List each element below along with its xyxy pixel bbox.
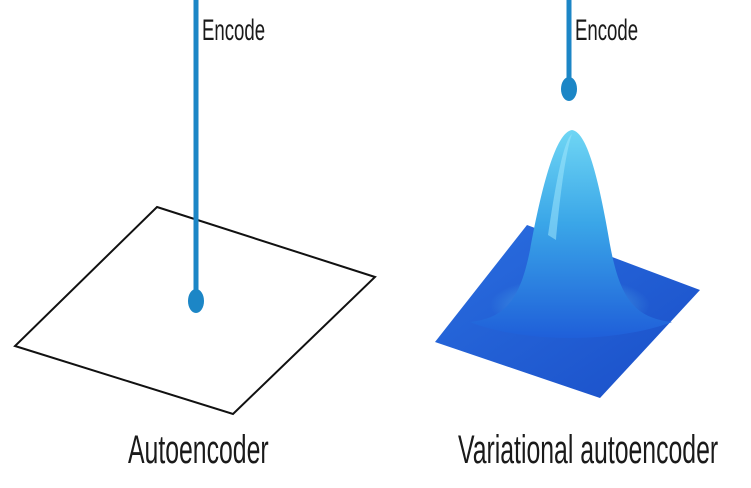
autoencoder-caption: Autoencoder	[128, 428, 269, 473]
encode-label-right: Encode	[575, 14, 638, 48]
encode-arrow-right-point	[561, 77, 577, 101]
variational-autoencoder-caption: Variational autoencoder	[458, 428, 718, 473]
encode-arrow-left-point	[188, 289, 204, 313]
encode-label-left: Encode	[202, 14, 265, 48]
